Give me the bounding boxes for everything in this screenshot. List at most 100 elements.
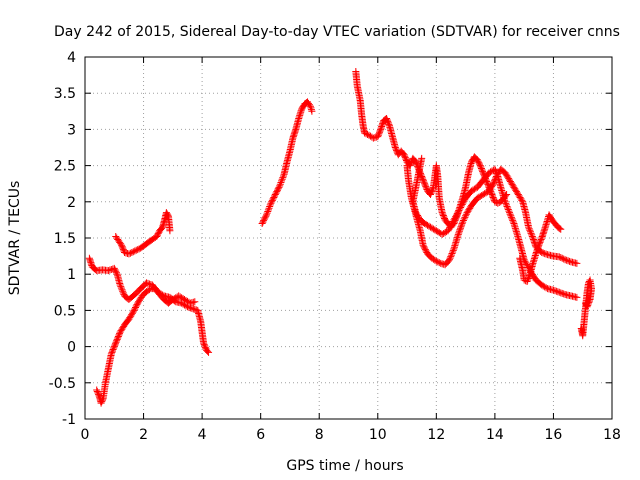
data-point [200, 340, 208, 348]
data-point [260, 215, 268, 223]
data-point [479, 191, 487, 199]
data-point [383, 115, 391, 123]
x-tick-label: 6 [256, 427, 265, 443]
data-point [473, 194, 481, 202]
data-point [271, 192, 279, 200]
data-point [113, 337, 121, 345]
data-point [128, 311, 136, 319]
data-point [454, 230, 462, 238]
data-point [460, 215, 468, 223]
data-point [95, 392, 103, 400]
data-point [509, 218, 517, 226]
data-point [526, 226, 534, 234]
data-point [129, 248, 137, 256]
data-point [401, 154, 409, 162]
data-point [266, 203, 274, 211]
data-point [135, 296, 143, 304]
data-point [111, 266, 119, 274]
data-point [561, 256, 569, 264]
data-point [552, 287, 560, 295]
data-point [431, 256, 439, 264]
data-point [422, 184, 430, 192]
data-point [511, 185, 519, 193]
data-point [112, 338, 120, 346]
data-point [555, 288, 563, 296]
data-point [128, 309, 136, 317]
data-point [504, 204, 512, 212]
data-point [268, 196, 276, 204]
data-point [205, 348, 213, 356]
data-point [538, 281, 546, 289]
data-point [507, 212, 515, 220]
data-point [525, 223, 533, 231]
data-point [551, 287, 559, 295]
data-point [485, 187, 493, 195]
data-point [145, 286, 153, 294]
data-point [172, 294, 180, 302]
data-point [516, 193, 524, 201]
data-point [132, 304, 140, 312]
data-point [421, 181, 429, 189]
data-point [169, 296, 177, 304]
data-point [274, 185, 282, 193]
data-point [364, 130, 372, 138]
data-point [434, 228, 442, 236]
y-tick-label: 1.5 [54, 231, 76, 247]
data-point [116, 328, 124, 336]
data-point [181, 296, 189, 304]
data-point [401, 152, 409, 160]
data-point [479, 167, 487, 175]
data-point [116, 281, 124, 289]
data-point [549, 286, 557, 294]
data-point [528, 231, 536, 239]
data-point [525, 272, 533, 280]
data-point [535, 241, 543, 249]
data-point [494, 199, 502, 207]
data-point [427, 189, 435, 197]
data-point [305, 101, 313, 109]
data-point [110, 264, 118, 272]
y-tick-label: 3.5 [54, 86, 76, 102]
data-point [267, 199, 275, 207]
data-point [97, 399, 105, 407]
data-point [476, 160, 484, 168]
series-arc-1 [85, 254, 213, 356]
y-tick-label: 3 [67, 122, 76, 138]
grid-layer [85, 57, 612, 419]
data-point [537, 235, 545, 243]
data-point [422, 183, 430, 191]
data-point [482, 189, 490, 197]
data-point [481, 190, 489, 198]
data-point [560, 255, 568, 263]
data-point [503, 172, 511, 180]
data-point [118, 325, 126, 333]
data-point [126, 314, 134, 322]
data-point [201, 343, 209, 351]
y-tick-label: 4 [67, 50, 76, 66]
data-point [118, 286, 126, 294]
series-arc-4 [258, 98, 316, 228]
data-point [426, 191, 434, 199]
data-point [476, 192, 484, 200]
series-arc-7 [403, 162, 581, 269]
data-point [573, 293, 581, 301]
data-point [515, 192, 523, 200]
data-point [447, 253, 455, 261]
data-point [446, 224, 454, 232]
data-point [585, 297, 593, 305]
data-point [461, 213, 469, 221]
y-axis: -1 -0.5 0 0.5 1 1.5 2 2.5 3 3.5 4 [49, 50, 612, 428]
data-point [509, 182, 517, 190]
data-point [477, 163, 485, 171]
data-point [429, 185, 437, 193]
data-point [420, 178, 428, 186]
data-point [438, 230, 446, 238]
data-point [109, 345, 117, 353]
data-point [513, 188, 521, 196]
data-point [278, 177, 286, 185]
data-point [478, 191, 486, 199]
y-tick-label: -1 [62, 412, 76, 428]
data-point [142, 279, 150, 287]
data-point [492, 174, 500, 182]
